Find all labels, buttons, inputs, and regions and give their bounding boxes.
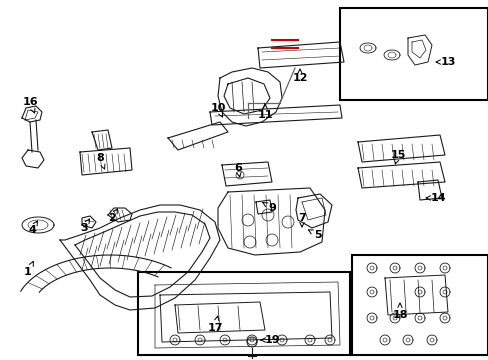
Bar — [138, 272, 349, 355]
Text: 16: 16 — [22, 97, 38, 113]
Text: 11: 11 — [257, 104, 272, 120]
Text: 13: 13 — [435, 57, 455, 67]
Text: 9: 9 — [262, 202, 275, 213]
Text: 6: 6 — [234, 163, 242, 177]
Text: 2: 2 — [108, 209, 117, 223]
Text: 5: 5 — [308, 230, 321, 240]
Text: 12: 12 — [292, 69, 307, 83]
Bar — [351, 255, 487, 355]
Text: 7: 7 — [298, 213, 305, 227]
Text: 18: 18 — [391, 303, 407, 320]
Text: 3: 3 — [80, 219, 89, 233]
Text: 8: 8 — [96, 153, 105, 169]
Text: 17: 17 — [207, 316, 223, 333]
Text: 10: 10 — [210, 103, 225, 117]
Text: 15: 15 — [389, 150, 405, 164]
Text: 19: 19 — [261, 335, 279, 345]
Text: 1: 1 — [24, 261, 33, 277]
Text: 14: 14 — [425, 193, 445, 203]
Bar — [339, 8, 487, 100]
Text: 4: 4 — [28, 221, 38, 235]
